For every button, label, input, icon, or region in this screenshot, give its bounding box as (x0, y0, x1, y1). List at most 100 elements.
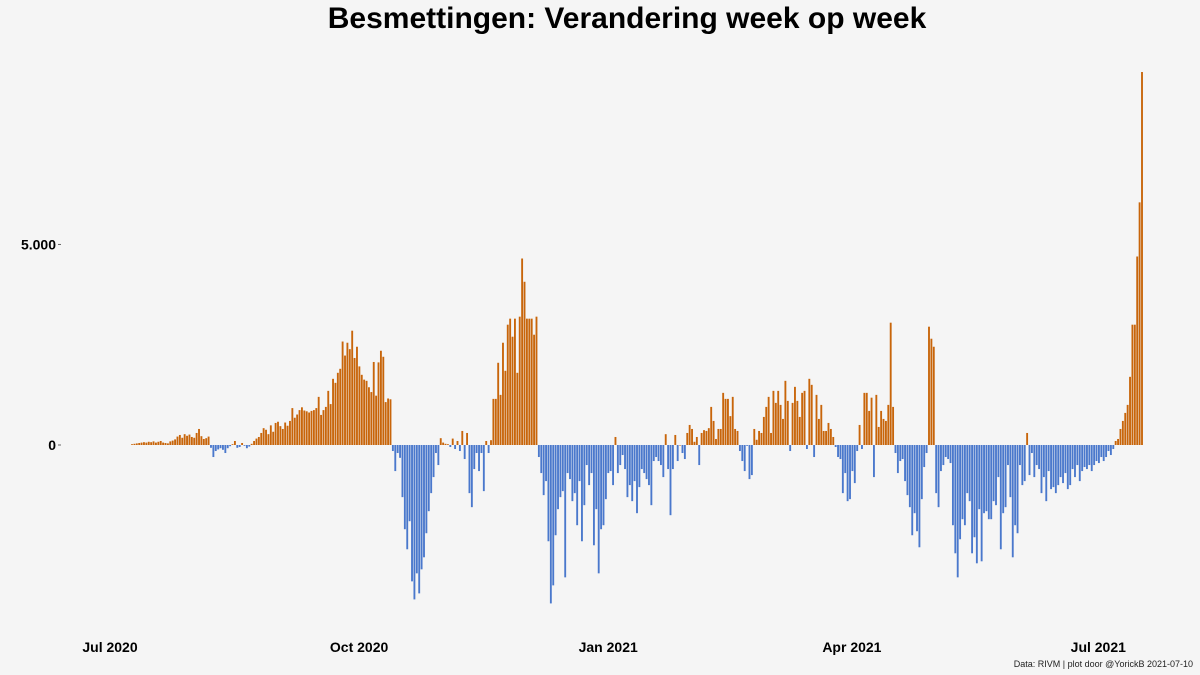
bar (997, 445, 1000, 478)
bar (351, 330, 354, 445)
bar (181, 437, 184, 445)
bar (303, 410, 306, 445)
bar (650, 445, 653, 506)
bar (502, 342, 504, 445)
bar (626, 445, 629, 498)
bar (269, 425, 272, 445)
bar (1141, 72, 1143, 445)
bar (908, 445, 911, 508)
bar (949, 445, 952, 464)
bar (277, 421, 279, 445)
bar (1086, 445, 1088, 470)
bar (317, 396, 320, 445)
x-tick-label: Oct 2020 (330, 639, 389, 655)
bar (750, 445, 753, 476)
bar (698, 445, 701, 466)
bar (640, 445, 643, 470)
bar (767, 396, 770, 445)
bar (645, 445, 648, 480)
bar (1124, 412, 1127, 445)
bar (219, 445, 222, 449)
bar (511, 336, 514, 445)
bar (1100, 445, 1103, 458)
bar (1047, 445, 1050, 472)
bar (545, 445, 547, 482)
bar (588, 445, 591, 486)
bar (1074, 445, 1076, 478)
bar (825, 430, 828, 445)
bar (159, 440, 162, 445)
bar (595, 445, 598, 510)
bar (849, 445, 851, 500)
bar (870, 397, 873, 445)
bar (456, 440, 459, 445)
bar (1064, 445, 1067, 474)
bar (748, 445, 751, 480)
bar (411, 445, 413, 582)
bar (1038, 445, 1041, 470)
bar (1136, 256, 1139, 445)
bar (1019, 445, 1021, 466)
bar (576, 445, 579, 526)
bar (1030, 445, 1033, 454)
bar (904, 445, 906, 482)
bar (332, 378, 334, 445)
bar (932, 346, 935, 445)
bar (233, 440, 236, 445)
bar (736, 430, 739, 445)
bar (571, 445, 574, 502)
bar (133, 443, 136, 445)
bar (365, 380, 368, 445)
bar (1040, 445, 1043, 494)
bar (298, 410, 301, 445)
bar (150, 442, 153, 445)
bar (789, 445, 792, 452)
bar (533, 334, 536, 445)
bar (657, 445, 660, 462)
bar (506, 324, 509, 445)
bar (212, 445, 215, 458)
bar (581, 445, 583, 542)
bar (442, 442, 445, 445)
bar (801, 392, 804, 445)
bar (210, 445, 212, 448)
bar (712, 420, 715, 445)
bar (255, 438, 258, 445)
bar (1045, 445, 1048, 502)
bar (482, 445, 485, 492)
bar (717, 428, 720, 445)
bar (478, 445, 480, 472)
bar (686, 432, 689, 445)
bar (1009, 445, 1012, 498)
bar (348, 349, 351, 445)
bar (913, 445, 916, 514)
bar (808, 378, 811, 445)
bar (590, 445, 593, 474)
bar (382, 356, 385, 445)
bar (494, 398, 497, 445)
bar (514, 318, 516, 445)
bar (624, 445, 626, 470)
bar (243, 445, 246, 446)
bar (537, 445, 540, 458)
bar (530, 318, 533, 445)
bar (975, 445, 978, 564)
bar (1121, 420, 1124, 445)
bar (253, 440, 255, 445)
bar (777, 390, 780, 445)
bar (423, 445, 425, 558)
bar (858, 424, 861, 445)
bar (643, 445, 646, 474)
bar (597, 445, 600, 574)
bar (162, 442, 165, 445)
bar (547, 445, 550, 542)
bar (200, 436, 203, 445)
bar (853, 445, 856, 484)
bar (655, 445, 658, 458)
bar (676, 445, 679, 462)
bar (391, 445, 394, 452)
bar (782, 418, 784, 445)
bar (566, 445, 569, 474)
bar (245, 445, 248, 449)
bar (762, 416, 765, 445)
